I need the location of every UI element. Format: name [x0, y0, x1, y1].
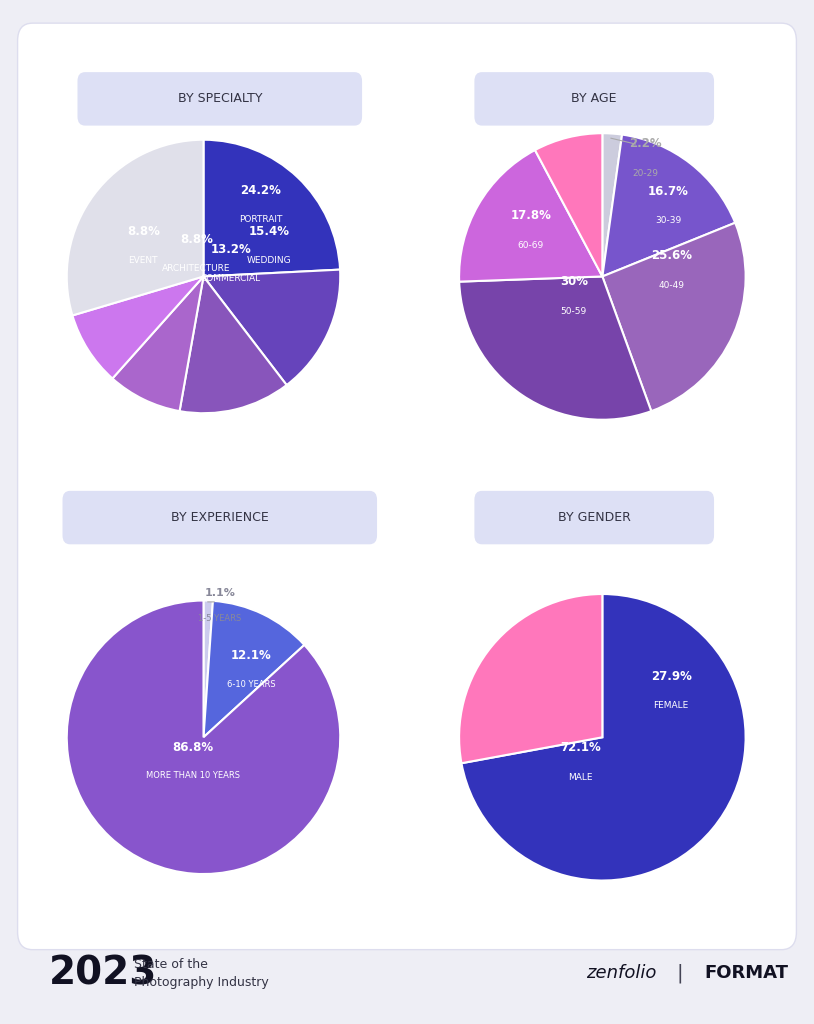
Text: EVENT: EVENT	[129, 256, 158, 265]
FancyBboxPatch shape	[77, 72, 362, 126]
Text: 7.8%: 7.8%	[564, 161, 597, 173]
Text: FEMALE: FEMALE	[654, 701, 689, 711]
Text: PORTRAIT: PORTRAIT	[239, 215, 282, 224]
Wedge shape	[67, 600, 340, 874]
Text: MORE THAN 10 YEARS: MORE THAN 10 YEARS	[146, 771, 239, 780]
Wedge shape	[459, 594, 602, 763]
Text: 30-39: 30-39	[655, 216, 681, 225]
Text: 8.8%: 8.8%	[180, 233, 213, 247]
Wedge shape	[112, 276, 204, 411]
Text: 30%: 30%	[560, 274, 588, 288]
Wedge shape	[535, 133, 602, 276]
Wedge shape	[67, 139, 204, 315]
Text: |: |	[676, 964, 683, 983]
Text: 12.1%: 12.1%	[231, 649, 272, 663]
Text: 16.7%: 16.7%	[648, 184, 689, 198]
Wedge shape	[459, 276, 651, 420]
Text: 13.2%: 13.2%	[211, 243, 252, 256]
Text: 2.2%: 2.2%	[629, 137, 662, 151]
Text: 72.1%: 72.1%	[561, 741, 602, 755]
Wedge shape	[204, 269, 340, 385]
Wedge shape	[462, 594, 746, 881]
Text: 27.9%: 27.9%	[650, 670, 692, 683]
Wedge shape	[602, 134, 735, 276]
Text: 6-10 YEARS: 6-10 YEARS	[227, 680, 276, 689]
Text: BY SPECIALTY: BY SPECIALTY	[177, 92, 262, 105]
Text: 17.8%: 17.8%	[510, 209, 551, 222]
Text: 60-69: 60-69	[518, 241, 544, 250]
Text: ARCHITECTURE: ARCHITECTURE	[163, 264, 231, 273]
Text: MALE: MALE	[569, 773, 593, 782]
Text: BY AGE: BY AGE	[571, 92, 617, 105]
Text: 1.1%: 1.1%	[204, 588, 235, 598]
Text: COMMERCIAL: COMMERCIAL	[201, 273, 261, 283]
Text: BY GENDER: BY GENDER	[558, 511, 631, 524]
Text: 86.8%: 86.8%	[172, 740, 213, 754]
Wedge shape	[204, 139, 340, 276]
Text: zenfolio: zenfolio	[586, 965, 656, 982]
FancyBboxPatch shape	[475, 72, 714, 126]
Text: 8.8%: 8.8%	[127, 225, 160, 239]
Text: 1-5 YEARS: 1-5 YEARS	[199, 614, 242, 624]
Wedge shape	[72, 276, 204, 379]
Wedge shape	[602, 133, 622, 276]
FancyBboxPatch shape	[63, 490, 377, 545]
FancyBboxPatch shape	[18, 24, 796, 949]
Text: 40-49: 40-49	[659, 281, 684, 290]
Wedge shape	[602, 223, 746, 412]
Text: 70-79: 70-79	[567, 191, 594, 201]
Text: State of the
Photography Industry: State of the Photography Industry	[134, 957, 269, 989]
Text: WEDDING: WEDDING	[247, 256, 291, 265]
Text: 50-59: 50-59	[561, 306, 587, 315]
FancyBboxPatch shape	[475, 490, 714, 545]
Text: 24.2%: 24.2%	[240, 184, 282, 198]
Text: BY EXPERIENCE: BY EXPERIENCE	[171, 511, 269, 524]
Text: 15.4%: 15.4%	[248, 225, 290, 239]
Text: FORMAT: FORMAT	[704, 965, 788, 982]
Wedge shape	[204, 600, 213, 737]
Wedge shape	[180, 276, 287, 414]
Text: 25.6%: 25.6%	[650, 249, 692, 262]
Wedge shape	[459, 151, 602, 282]
Text: 2023: 2023	[49, 954, 157, 992]
Text: 20-29: 20-29	[632, 169, 659, 178]
Wedge shape	[204, 601, 304, 737]
